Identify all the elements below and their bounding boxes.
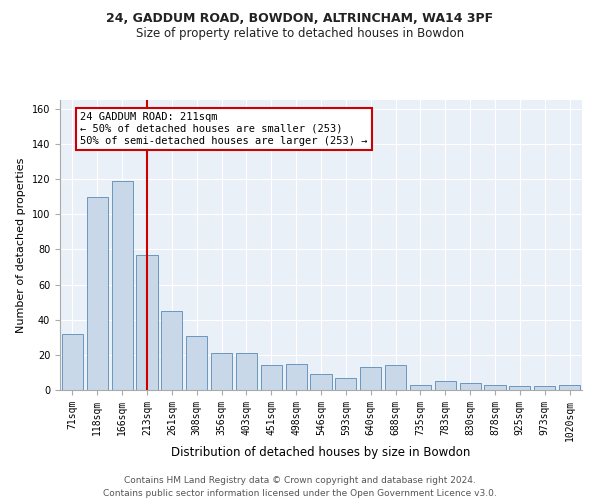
Text: Size of property relative to detached houses in Bowdon: Size of property relative to detached ho…: [136, 28, 464, 40]
Bar: [211, 353, 232, 390]
Bar: [410, 384, 431, 390]
Bar: [310, 374, 332, 390]
Bar: [136, 254, 158, 390]
Y-axis label: Number of detached properties: Number of detached properties: [16, 158, 26, 332]
Text: Contains HM Land Registry data © Crown copyright and database right 2024.
Contai: Contains HM Land Registry data © Crown c…: [103, 476, 497, 498]
Bar: [360, 367, 381, 390]
Bar: [460, 383, 481, 390]
Bar: [112, 181, 133, 390]
Bar: [87, 196, 108, 390]
Bar: [509, 386, 530, 390]
Text: 24, GADDUM ROAD, BOWDON, ALTRINCHAM, WA14 3PF: 24, GADDUM ROAD, BOWDON, ALTRINCHAM, WA1…: [106, 12, 494, 26]
X-axis label: Distribution of detached houses by size in Bowdon: Distribution of detached houses by size …: [172, 446, 470, 460]
Bar: [435, 381, 456, 390]
Bar: [335, 378, 356, 390]
Bar: [62, 334, 83, 390]
Text: 24 GADDUM ROAD: 211sqm
← 50% of detached houses are smaller (253)
50% of semi-de: 24 GADDUM ROAD: 211sqm ← 50% of detached…: [80, 112, 367, 146]
Bar: [161, 311, 182, 390]
Bar: [559, 384, 580, 390]
Bar: [261, 366, 282, 390]
Bar: [484, 384, 506, 390]
Bar: [286, 364, 307, 390]
Bar: [385, 366, 406, 390]
Bar: [534, 386, 555, 390]
Bar: [186, 336, 207, 390]
Bar: [236, 353, 257, 390]
